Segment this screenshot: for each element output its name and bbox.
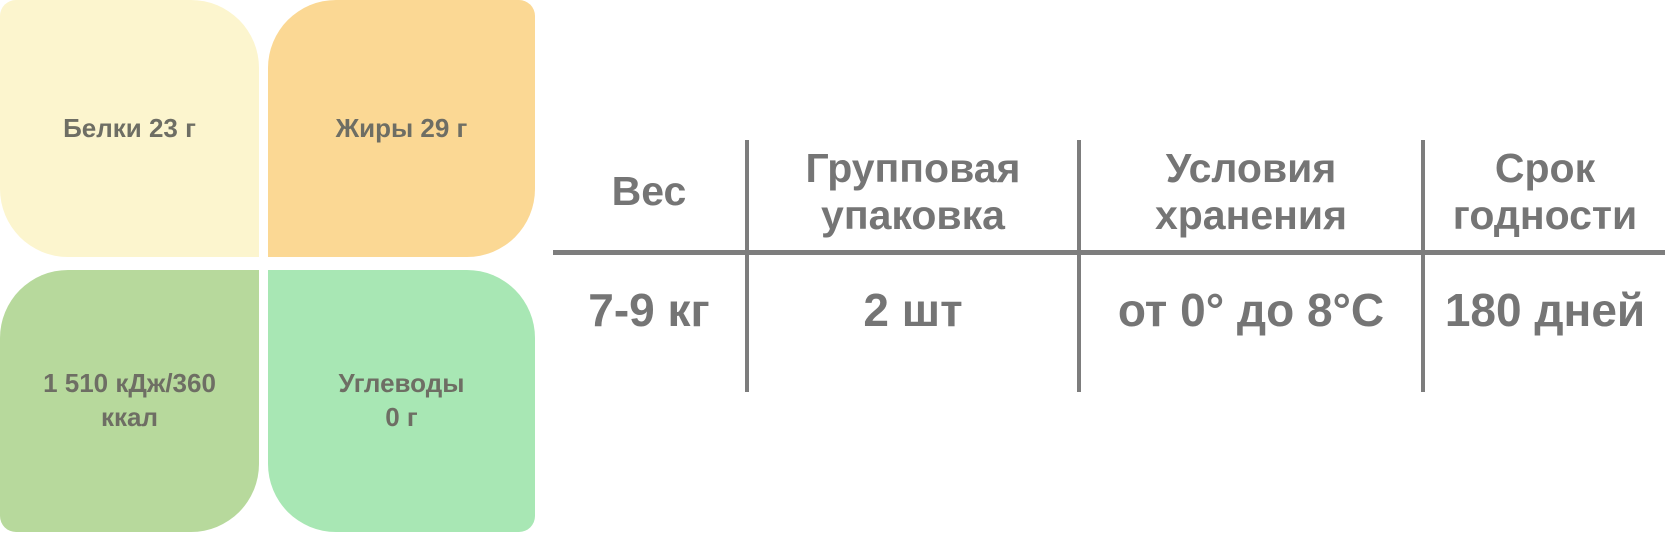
header-shelf-life-line-2: годности bbox=[1452, 192, 1638, 238]
value-shelf-life: 180 дней bbox=[1444, 283, 1646, 336]
header-storage-conditions-line-2: хранения bbox=[1154, 192, 1348, 238]
table-header-rule bbox=[553, 250, 1665, 255]
tile-energy-label: 1 510 кДж/360 ккал bbox=[43, 367, 216, 435]
tile-fats-label: Жиры 29 г bbox=[336, 112, 468, 146]
tile-proteins: Белки 23 г bbox=[0, 0, 259, 257]
tile-proteins-label: Белки 23 г bbox=[63, 112, 196, 146]
header-storage-conditions-line-1: Условия bbox=[1165, 144, 1337, 191]
header-group-packaging: Групповая упаковка bbox=[749, 138, 1077, 246]
header-weight: Вес bbox=[553, 138, 745, 246]
header-weight-line: Вес bbox=[611, 168, 687, 215]
tile-energy-line-1: 1 510 кДж/360 bbox=[43, 368, 216, 399]
value-storage-conditions: от 0° до 8°С bbox=[1117, 283, 1385, 336]
header-group-packaging-line-2: упаковка bbox=[821, 192, 1005, 238]
header-storage-conditions: Условия хранения bbox=[1081, 138, 1421, 246]
header-shelf-life-line-1: Срок bbox=[1494, 144, 1596, 191]
value-weight: 7-9 кг bbox=[588, 283, 710, 336]
tile-fats: Жиры 29 г bbox=[268, 0, 535, 257]
tile-carbs-label: Углеводы 0 г bbox=[339, 367, 465, 435]
table-column-divider-1 bbox=[745, 140, 749, 392]
header-shelf-life: Срок годности bbox=[1425, 138, 1665, 246]
tile-energy: 1 510 кДж/360 ккал bbox=[0, 270, 259, 532]
value-group-packaging: 2 шт bbox=[863, 283, 963, 336]
tile-proteins-line: Белки 23 г bbox=[63, 112, 196, 143]
tile-fats-line: Жиры 29 г bbox=[335, 112, 468, 143]
tile-energy-line-2: ккал bbox=[100, 402, 158, 432]
table-column-divider-3 bbox=[1421, 140, 1425, 392]
table-column-divider-2 bbox=[1077, 140, 1081, 392]
tile-carbs: Углеводы 0 г bbox=[268, 270, 535, 532]
header-group-packaging-line-1: Групповая bbox=[805, 144, 1021, 191]
tile-carbs-line-1: Углеводы bbox=[338, 368, 465, 399]
tile-carbs-line-2: 0 г bbox=[385, 402, 418, 432]
